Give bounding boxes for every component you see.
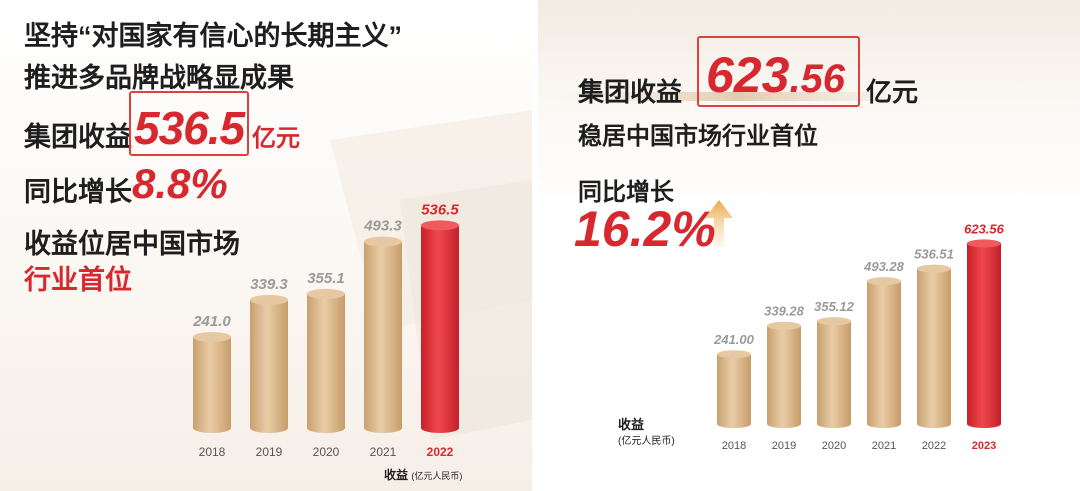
rank-line-2: 行业首位: [24, 265, 132, 295]
bar-cap-2018: [717, 350, 751, 359]
revenue-highlight-box: [129, 91, 249, 156]
right-rank-line: 稳居中国市场行业首位: [578, 123, 818, 150]
value-label-2019: 339.28: [764, 304, 805, 319]
bar-2020: [307, 293, 345, 433]
bar-cap-2021: [867, 277, 901, 286]
value-label-2020: 355.12: [814, 299, 855, 314]
right-revenue-value-int: 623: [706, 47, 790, 103]
category-label-2023: 2023: [972, 440, 996, 452]
category-label-2022: 2022: [427, 445, 454, 459]
value-label-2021: 493.28: [863, 259, 905, 274]
bar-2020: [817, 321, 851, 428]
right-growth-value: 16.2%: [574, 201, 716, 257]
right-axis-caption-unit: (亿元人民币): [618, 436, 675, 447]
right-panel: 集团收益 623.56 亿元 稳居中国市场行业首位 同比增长 16.2% 241…: [538, 0, 1080, 491]
bar-cap-2023: [967, 239, 1001, 248]
bar-cap-2019: [767, 321, 801, 330]
value-label-2023: 623.56: [964, 221, 1005, 236]
right-revenue-value-dec: .56: [789, 57, 846, 101]
category-label-2018: 2018: [722, 440, 746, 452]
bar-2019: [250, 299, 288, 433]
right-revenue-value: 623.56: [706, 46, 845, 104]
bar-cap-2019: [250, 294, 288, 305]
left-panel: 坚持“对国家有信心的长期主义” 推进多品牌战略显成果 集团收益 536.5 亿元…: [0, 0, 532, 491]
revenue-value: 536.5: [134, 102, 245, 154]
headline-line-1: 坚持“对国家有信心的长期主义”: [24, 21, 402, 51]
value-label-2022: 536.51: [914, 247, 954, 262]
bar-2019: [767, 325, 801, 428]
up-arrow-icon: [705, 200, 733, 246]
bar-2021: [867, 281, 901, 428]
bar-2021: [364, 241, 402, 433]
category-label-2022: 2022: [922, 440, 946, 452]
bar-cap-2022: [917, 264, 951, 273]
headline-line-2: 推进多品牌战略显成果: [24, 63, 294, 93]
value-label-2021: 493.3: [363, 218, 402, 235]
category-label-2018: 2018: [199, 445, 226, 459]
category-label-2020: 2020: [313, 445, 340, 459]
bar-2023: [967, 243, 1001, 428]
right-growth-label: 同比增长: [578, 179, 674, 206]
bar-cap-2021: [364, 236, 402, 247]
left-bar-chart: 241.0 2018 339.3 2019 355.1 2020 493.3 2021 536.…: [192, 201, 459, 459]
right-bar-chart: 241.00 2018 339.28 2019 355.12 2020 493.28 2021…: [713, 221, 1005, 452]
right-revenue-unit: 亿元: [866, 77, 919, 107]
panel-divider: [532, 0, 538, 491]
bar-cap-2022: [421, 220, 459, 231]
bar-2022: [421, 225, 459, 433]
right-revenue-highlight-box: [697, 36, 860, 107]
value-label-2019: 339.3: [250, 276, 288, 293]
bar-cap-2020: [307, 288, 345, 299]
left-axis-caption-main: 收益: [384, 468, 409, 482]
left-axis-caption-unit: (亿元人民币): [411, 471, 463, 481]
category-label-2020: 2020: [822, 440, 846, 452]
rank-line-1: 收益位居中国市场: [24, 229, 240, 259]
bar-2018: [193, 336, 231, 433]
value-label-2018: 241.0: [192, 313, 231, 330]
value-label-2018: 241.00: [713, 332, 755, 347]
right-revenue-label: 集团收益: [578, 77, 683, 107]
category-label-2021: 2021: [370, 445, 397, 459]
right-axis-caption-main: 收益: [618, 417, 645, 432]
revenue-label: 集团收益: [24, 122, 132, 152]
value-label-2022: 536.5: [421, 201, 459, 218]
revenue-unit: 亿元: [252, 125, 300, 152]
category-label-2021: 2021: [872, 440, 896, 452]
gold-underline-decoration: [558, 92, 918, 101]
category-label-2019: 2019: [256, 445, 283, 459]
category-label-2019: 2019: [772, 440, 796, 452]
value-label-2020: 355.1: [307, 270, 345, 287]
growth-value: 8.8%: [132, 160, 228, 207]
bar-2022: [917, 268, 951, 428]
bar-cap-2020: [817, 317, 851, 326]
growth-label: 同比增长: [24, 177, 132, 207]
bar-cap-2018: [193, 331, 231, 342]
bar-2018: [717, 354, 751, 428]
left-axis-caption: 收益 (亿元人民币): [384, 466, 462, 483]
